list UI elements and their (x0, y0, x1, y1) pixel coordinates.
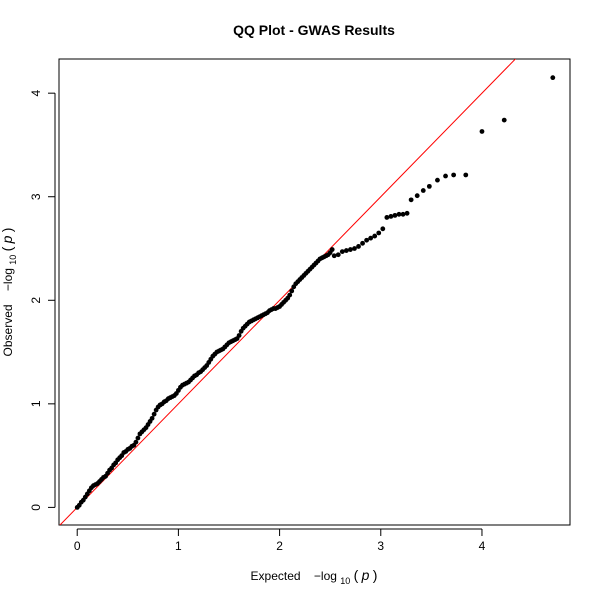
data-point (352, 246, 357, 251)
data-point (335, 252, 341, 258)
data-point (289, 288, 295, 294)
data-point (372, 233, 378, 239)
data-point (426, 183, 432, 189)
y-tick-label: 0 (29, 504, 43, 511)
data-point (451, 172, 457, 178)
y-axis-label-paren-close: ) (0, 228, 15, 233)
data-point (151, 411, 157, 417)
x-tick-label: 2 (276, 539, 283, 553)
data-point (368, 235, 374, 241)
x-axis-label-paren-close: ) (373, 567, 378, 583)
x-axis-label-prefix: Expected (251, 569, 301, 583)
data-point (133, 439, 139, 445)
y-tick-label: 1 (29, 400, 43, 407)
data-point (501, 117, 507, 123)
data-point (329, 247, 335, 252)
chart-title: QQ Plot - GWAS Results (233, 22, 395, 38)
y-axis-label-sign: −log (1, 268, 15, 291)
data-point (414, 193, 420, 199)
data-point (149, 415, 155, 421)
data-point (356, 244, 361, 249)
y-axis-label-var: p (0, 235, 15, 244)
plot-frame (58, 58, 571, 526)
data-point (408, 197, 414, 203)
data-point (376, 230, 382, 236)
x-tick-label: 0 (74, 539, 81, 553)
data-point (364, 237, 370, 243)
data-point (463, 172, 469, 178)
x-axis-label-paren-open: ( (354, 567, 359, 583)
y-axis-label-prefix: Observed (1, 304, 15, 356)
y-axis-label-subscript: 10 (8, 255, 18, 265)
y-tick-label: 3 (29, 193, 43, 200)
data-point (443, 173, 448, 179)
data-point (331, 253, 337, 259)
data-point (400, 211, 406, 217)
data-point (339, 249, 345, 255)
x-tick-label: 1 (175, 539, 182, 553)
data-point (236, 333, 242, 338)
data-point (420, 188, 426, 193)
y-axis-label-paren-open: ( (0, 246, 15, 251)
data-point (135, 435, 141, 441)
data-point (380, 226, 386, 232)
x-axis-label-sign: −log (314, 569, 337, 583)
x-tick-label: 3 (377, 539, 384, 553)
x-axis: 0 1 2 3 4 (74, 528, 486, 553)
data-point (287, 292, 293, 298)
data-point (360, 240, 365, 246)
data-point (384, 215, 390, 220)
y-tick-label: 2 (29, 297, 43, 304)
data-point (392, 212, 398, 218)
data-point (550, 75, 556, 81)
y-axis: 0 1 2 3 4 (29, 90, 56, 511)
data-point (343, 248, 349, 253)
x-axis-label-var: p (361, 567, 370, 583)
data-point (396, 211, 402, 217)
x-axis-label: Expected −log 10 ( p ) (251, 567, 378, 587)
data-point (348, 247, 353, 252)
y-tick-label: 4 (29, 90, 43, 97)
points-layer (74, 75, 556, 510)
y-axis-label: Observed −log 10 ( p ) (0, 228, 19, 357)
data-point (479, 129, 485, 134)
data-point (435, 177, 440, 183)
x-tick-label: 4 (479, 539, 486, 553)
data-point (388, 214, 394, 219)
data-point (404, 210, 410, 216)
x-axis-label-subscript: 10 (340, 576, 350, 586)
